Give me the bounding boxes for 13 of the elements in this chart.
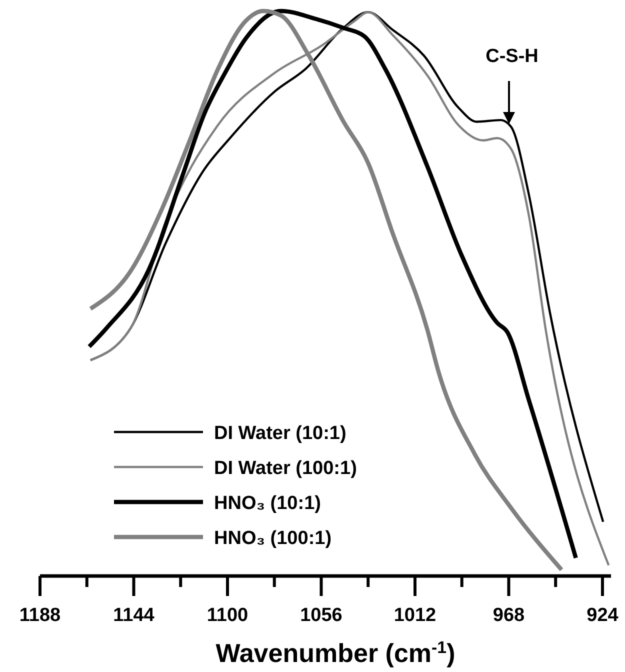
- x-axis-title: Wavenumber (cm$^{-1}$): [216, 638, 456, 668]
- x-tick-label: 1144: [113, 605, 155, 626]
- annotation: C-S-H: [486, 46, 538, 67]
- legend-label: DI Water (100:1): [214, 458, 357, 479]
- legend-label: DI Water (10:1): [214, 423, 346, 444]
- x-tick-label: 1188: [19, 605, 61, 626]
- x-tick-label: 1012: [394, 605, 436, 626]
- legend-label: HNO₃ (10:1): [214, 493, 321, 514]
- x-tick-label: 1056: [300, 605, 342, 626]
- x-tick-label: 1100: [206, 605, 248, 626]
- x-tick-label: 968: [492, 605, 525, 626]
- x-tick-label: 924: [586, 605, 619, 626]
- legend-label: HNO₃ (100:1): [214, 528, 332, 549]
